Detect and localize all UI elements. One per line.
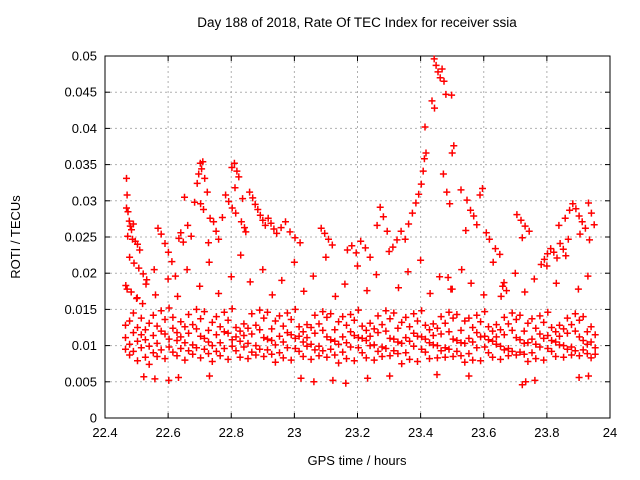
- y-tick-label: 0.05: [72, 49, 97, 64]
- y-tick-label: 0.015: [64, 302, 97, 317]
- y-tick-label: 0: [90, 411, 97, 426]
- x-tick-label: 24: [603, 425, 617, 440]
- x-tick-label: 23.2: [345, 425, 370, 440]
- chart-title: Day 188 of 2018, Rate Of TEC Index for r…: [197, 15, 517, 30]
- x-tick-labels: 22.4 22.6 22.8 23 23.2 23.4 23.6 23.8 24: [92, 425, 617, 440]
- y-tick-label: 0.025: [64, 230, 97, 245]
- x-tick-label: 22.6: [155, 425, 180, 440]
- data-points: [122, 55, 599, 389]
- x-tick-label: 23.6: [471, 425, 496, 440]
- y-tick-label: 0.04: [72, 121, 97, 136]
- x-tick-label: 22.8: [219, 425, 244, 440]
- x-tick-label: 23.4: [408, 425, 433, 440]
- x-axis-label: GPS time / hours: [308, 453, 407, 468]
- y-tick-label: 0.03: [72, 193, 97, 208]
- y-tick-label: 0.01: [72, 338, 97, 353]
- y-tick-label: 0.02: [72, 266, 97, 281]
- plot-border: [104, 55, 611, 419]
- x-tick-label: 23.8: [534, 425, 559, 440]
- y-tick-label: 0.005: [64, 374, 97, 389]
- y-tick-label: 0.045: [64, 85, 97, 100]
- x-tick-label: 22.4: [92, 425, 117, 440]
- y-tick-labels: 0 0.005 0.01 0.015 0.02 0.025 0.03 0.035 0.04 0.0…: [64, 49, 97, 426]
- x-tick-label: 23: [287, 425, 301, 440]
- y-axis-label: ROTI / TECUs: [8, 195, 23, 279]
- y-tick-label: 0.035: [64, 157, 97, 172]
